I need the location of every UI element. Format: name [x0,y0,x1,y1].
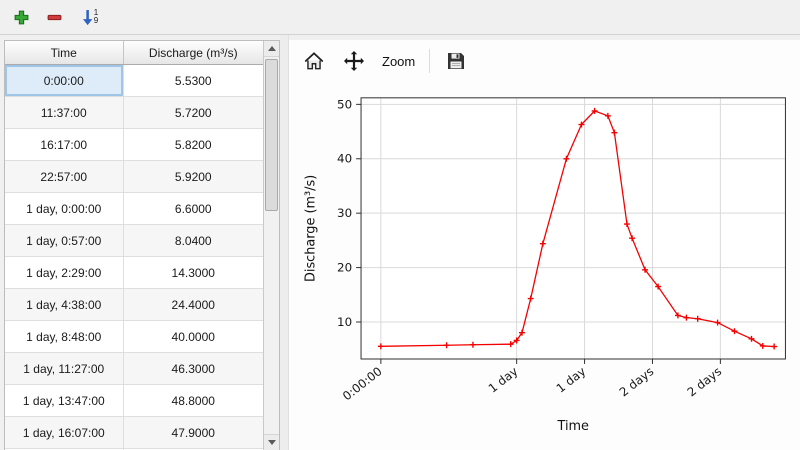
svg-text:10: 10 [337,315,352,329]
svg-text:1 day: 1 day [554,364,589,395]
table-row[interactable]: 22:57:00 5.9200 [5,160,263,193]
scrollbar-thumb[interactable] [265,59,278,211]
svg-text:Discharge (m³/s): Discharge (m³/s) [304,175,319,282]
zoom-button[interactable]: Zoom [377,46,420,76]
discharge-cell[interactable]: 47.9000 [123,416,263,449]
svg-text:20: 20 [337,261,352,275]
svg-text:Time: Time [556,419,589,434]
scrollbar-track[interactable] [264,57,279,434]
remove-row-button[interactable] [39,4,69,30]
sort-rows-button[interactable]: 1 9 [72,4,108,30]
scroll-down-icon [267,440,276,445]
table-row[interactable]: 1 day, 17:17:00 44.8000 [5,448,263,450]
main-area: Time Discharge (m³/s) 0:00:00 5.5300 11:… [0,35,800,450]
timeseries-table: Time Discharge (m³/s) 0:00:00 5.5300 11:… [5,41,263,450]
discharge-cell[interactable]: 14.3000 [123,256,263,289]
time-cell[interactable]: 1 day, 8:48:00 [5,320,124,353]
table-scrollbar[interactable] [263,41,279,450]
table-row[interactable]: 1 day, 11:27:00 46.3000 [5,352,263,385]
time-cell[interactable]: 0:00:00 [5,64,124,97]
table-body: 0:00:00 5.5300 11:37:00 5.7200 16:17:00 … [5,64,263,450]
svg-text:30: 30 [337,206,352,220]
discharge-chart[interactable]: 0:00:00 1 day 1 day 2 days 2 days 10 20 30 40 50 T… [297,82,800,450]
panel-splitter[interactable] [280,35,289,450]
svg-text:2 days: 2 days [685,364,725,399]
zoom-button-label: Zoom [382,53,416,69]
save-icon [448,53,465,69]
save-figure-button[interactable] [439,46,473,76]
table-row[interactable]: 1 day, 8:48:00 40.0000 [5,320,263,353]
time-cell[interactable]: 22:57:00 [5,160,124,193]
time-cell[interactable]: 1 day, 16:07:00 [5,416,124,449]
pan-icon [344,51,364,71]
table-row[interactable]: 1 day, 2:29:00 14.3000 [5,256,263,289]
remove-icon [47,14,61,20]
table-row[interactable]: 0:00:00 5.5300 [5,64,263,97]
home-icon [304,52,324,70]
table-row[interactable]: 1 day, 13:47:00 48.8000 [5,384,263,417]
add-row-button[interactable] [6,4,36,30]
sort-digits: 1 9 [94,9,98,25]
discharge-cell[interactable]: 5.7200 [123,96,263,129]
discharge-cell[interactable]: 44.8000 [123,448,263,450]
timeseries-table-panel: Time Discharge (m³/s) 0:00:00 5.5300 11:… [4,40,280,450]
toolbar-separator [429,49,431,73]
time-cell[interactable]: 1 day, 11:27:00 [5,352,124,385]
plot-navigation-toolbar: Zoom [297,40,800,82]
svg-text:2 days: 2 days [617,364,657,399]
scroll-up-icon [267,46,276,51]
table-row[interactable]: 1 day, 16:07:00 47.9000 [5,416,263,449]
scroll-up-button[interactable] [264,41,279,57]
column-header-time[interactable]: Time [5,41,124,65]
time-cell[interactable]: 1 day, 2:29:00 [5,256,124,289]
sort-digit-top: 1 [93,8,99,17]
table-row[interactable]: 16:17:00 5.8200 [5,128,263,161]
table-row[interactable]: 11:37:00 5.7200 [5,96,263,129]
time-cell[interactable]: 1 day, 4:38:00 [5,288,124,321]
main-toolbar: 1 9 [0,0,800,35]
discharge-cell[interactable]: 5.5300 [123,64,263,97]
discharge-cell[interactable]: 48.8000 [123,384,263,417]
sort-digit-bottom: 9 [93,16,99,25]
time-cell[interactable]: 11:37:00 [5,96,124,129]
discharge-cell[interactable]: 5.9200 [123,160,263,193]
table-row[interactable]: 1 day, 4:38:00 24.4000 [5,288,263,321]
discharge-cell[interactable]: 40.0000 [123,320,263,353]
time-cell[interactable]: 1 day, 0:00:00 [5,192,124,225]
table-row[interactable]: 1 day, 0:57:00 8.0400 [5,224,263,257]
home-button[interactable] [297,46,331,76]
svg-text:50: 50 [337,97,352,111]
discharge-cell[interactable]: 46.3000 [123,352,263,385]
svg-text:0:00:00: 0:00:00 [340,364,385,403]
table-row[interactable]: 1 day, 0:00:00 6.6000 [5,192,263,225]
time-cell[interactable]: 16:17:00 [5,128,124,161]
table-header-row: Time Discharge (m³/s) [5,41,263,65]
discharge-cell[interactable]: 24.4000 [123,288,263,321]
down-arrow-icon [82,9,93,25]
pan-button[interactable] [337,46,371,76]
discharge-cell[interactable]: 6.6000 [123,192,263,225]
svg-text:40: 40 [337,152,352,166]
plot-panel: Zoom 0:00:00 1 day 1 day 2 days 2 days 10 20 30… [289,40,800,450]
column-header-discharge[interactable]: Discharge (m³/s) [123,41,263,65]
time-cell[interactable]: 1 day, 13:47:00 [5,384,124,417]
add-icon [14,10,28,24]
svg-text:1 day: 1 day [486,364,521,395]
sort-numeric-icon: 1 9 [82,9,98,26]
discharge-cell[interactable]: 8.0400 [123,224,263,257]
time-cell[interactable]: 1 day, 0:57:00 [5,224,124,257]
time-cell[interactable]: 1 day, 17:17:00 [5,448,124,450]
scroll-down-button[interactable] [264,434,279,450]
discharge-cell[interactable]: 5.8200 [123,128,263,161]
